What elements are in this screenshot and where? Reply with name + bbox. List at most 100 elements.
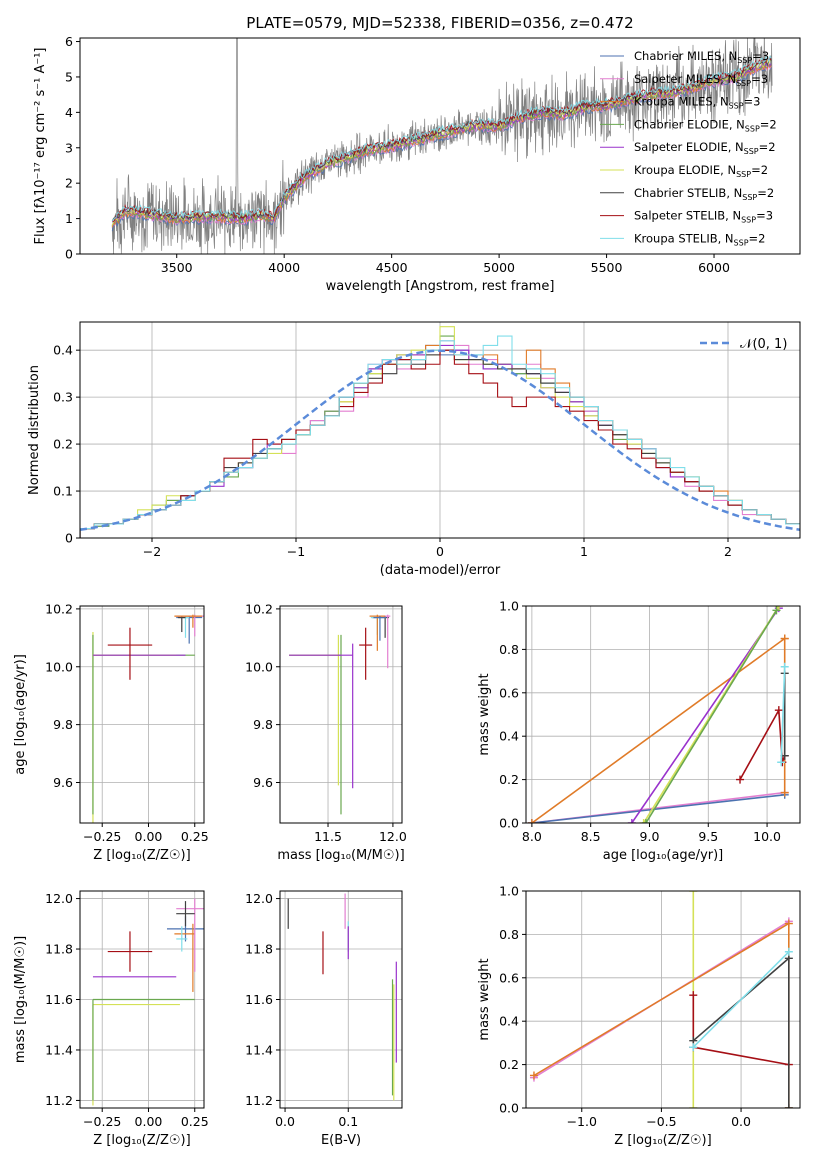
- weight-marker: [784, 1104, 793, 1108]
- x-tick-label: −1: [287, 544, 305, 559]
- legend-label: Chabrier STELIB, N: [634, 186, 742, 200]
- errorbar-points: [92, 614, 204, 823]
- legend-entry: Salpeter ELODIE, NSSP=2: [634, 140, 776, 156]
- legend-suffix: =3: [751, 72, 768, 86]
- errorbar-point-salpeter-miles: [176, 898, 204, 972]
- y-tick-label: 9.8: [253, 717, 273, 732]
- legend-entry: Salpeter MILES, NSSP=3: [634, 72, 768, 88]
- y-tick-label: 0.2: [499, 1057, 519, 1072]
- legend-sub: SSP: [744, 147, 759, 156]
- weight-marker: [780, 634, 789, 643]
- errorbar-point-kroupa-miles: [174, 614, 203, 628]
- y-tick-label: 10.2: [245, 601, 273, 616]
- y-axis-label: mass weight: [477, 673, 492, 755]
- y-tick-label: 0.0: [499, 816, 519, 831]
- x-tick-label: 0.00: [135, 1114, 163, 1129]
- legend-label: Chabrier MILES, N: [634, 49, 737, 63]
- x-axis-label: Z [log₁₀(Z/Z☉)]: [93, 1133, 190, 1148]
- y-tick-label: 11.6: [45, 992, 73, 1007]
- errorbar-point-chabrier-miles: [176, 616, 203, 644]
- y-tick-label: 10.0: [45, 659, 73, 674]
- legend-suffix: =2: [760, 117, 777, 131]
- x-tick-label: −2: [143, 544, 161, 559]
- x-tick-label: 5000: [483, 260, 515, 275]
- y-tick-label: 0.2: [499, 772, 519, 787]
- y-tick-label: 11.6: [245, 992, 273, 1007]
- errorbar-points: [92, 898, 204, 1106]
- y-axis-label: mass [log₁₀(M/M☉)]: [13, 936, 28, 1063]
- errorbar-point-salpeter-stelib: [107, 627, 153, 680]
- mass-vs-extinction-plot: 0.0 0.1 11.2 11.4 11.6 11.8 12.0 E(B-V): [245, 890, 403, 1148]
- x-tick-label: 0: [436, 544, 444, 559]
- x-tick-label: 0.0: [731, 1114, 751, 1129]
- weight-marker: [784, 919, 793, 928]
- y-tick-label: 0.4: [499, 1014, 519, 1029]
- y-tick-label: 11.2: [45, 1093, 73, 1108]
- x-tick-label: 12.0: [379, 829, 407, 844]
- weight-marker: [774, 706, 783, 715]
- y-tick-label: 11.4: [45, 1042, 73, 1057]
- y-tick-label: 0: [65, 247, 73, 262]
- weight-lines: [529, 891, 793, 1108]
- errorbar-point-kroupa-stelib: [176, 926, 188, 952]
- errorbar-point-salpeter-stelib: [359, 627, 373, 680]
- x-tick-label: 0.0: [275, 1114, 295, 1129]
- x-tick-label: 2: [724, 544, 732, 559]
- errorbar-point-kroupa-miles: [174, 923, 195, 992]
- legend-label: Salpeter ELODIE, N: [634, 140, 744, 154]
- weight-lines: [527, 606, 789, 823]
- age-vs-metallicity-plot: −0.25 0.00 0.25 9.6 9.8 10.0 10.2 Z [log₁₀(Z/Z☉…: [13, 601, 209, 863]
- legend-sub: SSP: [736, 170, 751, 179]
- errorbar-point-salpeter-miles: [377, 614, 391, 669]
- weight-marker: [529, 1071, 538, 1080]
- x-tick-label: −0.5: [646, 1114, 676, 1129]
- errorbar-point-kroupa-elodie: [92, 1003, 180, 1106]
- x-axis-label: (data-model)/error: [380, 563, 501, 578]
- x-axis-label: age [log₁₀(age/yr)]: [603, 848, 724, 863]
- y-tick-label: 0.2: [53, 437, 73, 452]
- x-tick-label: 9.5: [698, 829, 718, 844]
- legend-normal-label: 𝒩(0, 1): [740, 337, 787, 352]
- legend-entry: Kroupa STELIB, NSSP=2: [634, 231, 765, 247]
- weight-marker: [736, 775, 745, 784]
- y-tick-label: 0.6: [499, 970, 519, 985]
- legend-entry: Chabrier MILES, NSSP=3: [634, 49, 769, 65]
- legend-suffix: =2: [749, 231, 766, 245]
- y-axis-label: Flux [fλ10⁻¹⁷ erg cm⁻² s⁻¹ A⁻¹]: [33, 48, 48, 245]
- weight-marker: [772, 606, 781, 615]
- y-tick-label: 9.8: [53, 717, 73, 732]
- x-tick-label: −0.25: [83, 1114, 121, 1129]
- figure-title: PLATE=0579, MJD=52338, FIBERID=0356, z=0…: [246, 14, 633, 32]
- legend-suffix: =2: [757, 186, 774, 200]
- y-tick-label: 11.4: [245, 1042, 273, 1057]
- y-tick-label: 5: [65, 69, 73, 84]
- x-axis-label: wavelength [Angstrom, rest frame]: [326, 279, 555, 294]
- plot-frame: [525, 890, 801, 1109]
- legend-suffix: =3: [756, 209, 773, 223]
- weight-marker: [689, 1043, 698, 1052]
- plot-frame: [79, 37, 801, 255]
- x-tick-label: 4500: [376, 260, 408, 275]
- errorbar-point-chabrier-stelib: [372, 616, 390, 638]
- y-tick-label: 10.2: [45, 601, 73, 616]
- y-tick-label: 3: [65, 140, 73, 155]
- y-tick-label: 2: [65, 176, 73, 191]
- y-tick-label: 11.8: [45, 942, 73, 957]
- y-tick-label: 9.6: [253, 775, 273, 790]
- errorbar-points: [287, 893, 397, 1101]
- weight-marker: [784, 947, 793, 956]
- legend-label: Salpeter MILES, N: [634, 72, 736, 86]
- y-tick-label: 0.6: [499, 685, 519, 700]
- y-tick-label: 6: [65, 34, 73, 49]
- y-tick-label: 0.0: [499, 1101, 519, 1116]
- weight-line-chabrier-miles: [531, 794, 785, 823]
- legend-label: Chabrier ELODIE, N: [634, 117, 745, 131]
- legend-label: Kroupa MILES, N: [634, 95, 729, 109]
- x-tick-label: −1.0: [567, 1114, 597, 1129]
- weight-line-chabrier-elodie: [645, 609, 778, 823]
- legend-label: Kroupa ELODIE, N: [634, 163, 736, 177]
- y-axis-label: age [log₁₀(age/yr)]: [13, 654, 28, 775]
- legend-sub: SSP: [741, 216, 756, 225]
